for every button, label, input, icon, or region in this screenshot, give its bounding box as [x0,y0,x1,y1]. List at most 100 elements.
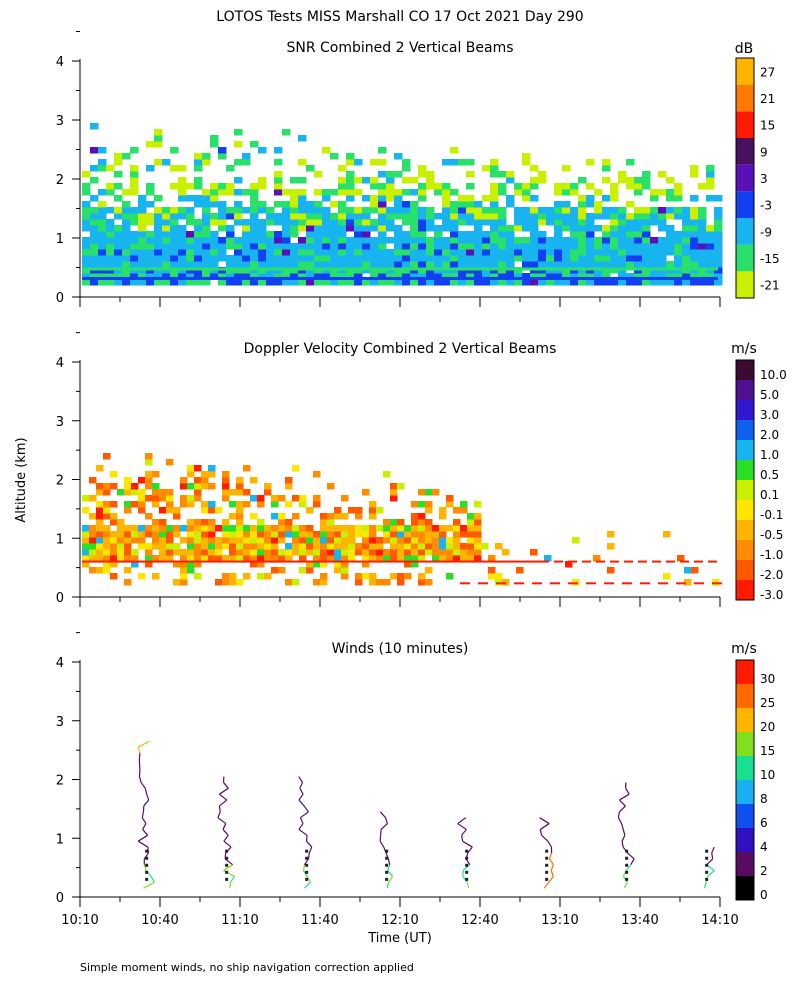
snr-cell [442,183,451,190]
snr-cell [306,249,315,256]
snr-cell [330,201,339,208]
colorbar-label: 0 [760,888,768,902]
snr-cell [282,231,291,238]
doppler-cell [145,495,153,502]
doppler-cell [159,549,167,556]
snr-cell [386,189,395,196]
doppler-cell [411,543,419,550]
snr-cell [218,207,227,214]
snr-cell [530,207,539,214]
snr-cell [210,183,219,190]
snr-cell [258,207,267,214]
snr-cell [282,129,291,136]
snr-cell [482,237,491,244]
snr-cell [298,255,307,262]
doppler-cell [397,573,405,580]
doppler-cell [145,453,153,460]
snr-cell [282,279,291,286]
snr-cell [282,255,291,262]
snr-cell [250,207,259,214]
doppler-cell [257,519,265,526]
snr-cell [594,255,603,262]
snr-cell [698,279,707,286]
snr-cell [250,189,259,196]
snr-cell [674,195,683,202]
snr-cell [178,249,187,256]
doppler-cell [334,561,342,568]
panel-title: SNR Combined 2 Vertical Beams [286,40,513,56]
snr-cell [498,207,507,214]
colorbar-swatch [736,684,754,708]
doppler-cell [96,513,104,520]
doppler-cell [439,543,447,550]
x-tick-label: 11:10 [221,913,258,928]
snr-cell [650,189,659,196]
snr-cell [562,237,571,244]
doppler-cell [215,549,223,556]
snr-cell [282,189,291,196]
doppler-cell [103,507,111,514]
snr-cell [394,213,403,220]
snr-cell [634,279,643,286]
wind-segment [142,829,149,836]
wind-segment [461,835,464,842]
wind-segment [298,793,304,801]
doppler-cell [96,555,104,562]
snr-cell [114,249,123,256]
snr-cell [578,225,587,232]
doppler-cell [341,549,349,556]
snr-cell [266,231,275,238]
snr-cell [122,213,131,220]
doppler-cell [250,513,258,520]
snr-cell [370,195,379,202]
snr-cell [498,225,507,232]
doppler-cell [432,543,440,550]
snr-cell [474,213,483,220]
snr-cell [506,255,515,262]
wind-segment [217,817,227,825]
doppler-cell [383,471,391,478]
snr-cell [378,249,387,256]
doppler-cell [166,489,174,496]
doppler-cell [376,543,384,550]
snr-cell [178,255,187,262]
snr-cell [538,207,547,214]
doppler-cell [138,495,146,502]
snr-cell [682,279,691,286]
wind-segment [539,823,550,830]
snr-cell [330,261,339,268]
snr-cell [482,255,491,262]
snr-cell [298,261,307,268]
doppler-cell [222,519,230,526]
snr-cell [146,165,155,172]
snr-cell [626,273,635,280]
doppler-cell [89,543,97,550]
snr-cell [546,261,555,268]
snr-cell [706,237,715,244]
snr-cell [210,141,219,148]
wind-segment [619,793,630,801]
snr-cell [98,147,107,154]
wind-point [545,863,549,867]
doppler-cell [152,525,160,532]
doppler-cell [453,531,461,538]
snr-cell [370,207,379,214]
wind-point [625,856,629,860]
snr-cell [690,255,699,262]
snr-cell [362,279,371,286]
snr-cell [98,225,107,232]
doppler-cell [243,537,251,544]
doppler-cell [236,525,244,532]
doppler-cell [194,555,202,562]
doppler-cell [194,573,202,580]
wind-segment [621,823,624,830]
snr-cell [234,129,243,136]
doppler-layer [586,582,596,585]
snr-cell [674,183,683,190]
snr-cell [282,237,291,244]
wind-point [305,870,309,874]
doppler-cell [677,555,685,562]
colorbar-swatch [736,111,754,138]
snr-cell [114,183,123,190]
doppler-cell [327,525,335,532]
